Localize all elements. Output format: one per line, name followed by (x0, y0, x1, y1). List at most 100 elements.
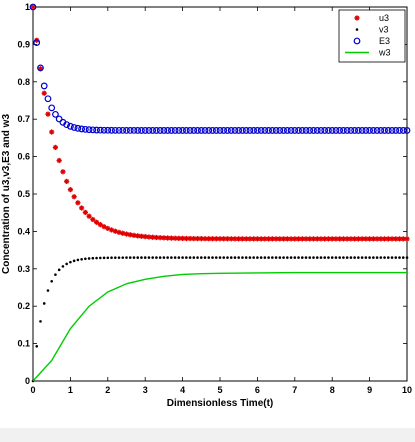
point-v3 (401, 256, 405, 259)
star-stroke (90, 217, 96, 222)
star-stroke (191, 236, 197, 241)
legend-label-E3: E3 (379, 36, 390, 46)
point-v3 (50, 279, 53, 283)
point-u3 (355, 236, 361, 242)
point-E3 (246, 127, 254, 134)
point-E3 (156, 127, 164, 134)
point-E3 (93, 126, 100, 134)
point-u3 (280, 236, 287, 242)
star-stroke (352, 236, 357, 242)
point-v3 (181, 256, 184, 259)
point-u3 (404, 236, 410, 242)
point-E3 (351, 127, 359, 134)
star-stroke (240, 236, 245, 242)
point-v3 (76, 258, 80, 262)
star-stroke (277, 236, 283, 242)
point-E3 (250, 127, 258, 134)
point-v3 (95, 256, 98, 260)
star-stroke (300, 236, 305, 242)
y-tick-label: 0.1 (17, 339, 30, 349)
point-v3 (278, 256, 282, 259)
point-v3 (263, 256, 267, 259)
point-v3 (304, 256, 308, 259)
point-u3 (153, 234, 160, 241)
y-tick-label: 0.8 (17, 77, 30, 87)
point-E3 (85, 126, 93, 134)
star-stroke (94, 220, 99, 225)
point-v3 (155, 256, 158, 259)
star-stroke (311, 236, 316, 242)
point-E3 (235, 127, 243, 134)
point-u3 (67, 187, 73, 193)
star-stroke (142, 234, 148, 239)
point-E3 (224, 127, 231, 134)
star-stroke (337, 236, 342, 242)
series-line-w3 (32, 271, 407, 382)
point-v3 (274, 256, 278, 259)
x-tick-label: 4 (180, 385, 185, 395)
star-stroke (236, 236, 241, 242)
point-v3 (110, 256, 113, 260)
point-E3 (197, 127, 205, 134)
star-stroke (154, 235, 159, 240)
point-E3 (55, 115, 63, 123)
star-stroke (401, 236, 406, 242)
point-E3 (115, 126, 123, 134)
star-stroke (225, 236, 230, 242)
point-v3 (259, 256, 263, 259)
point-v3 (72, 259, 76, 263)
point-u3 (277, 236, 283, 242)
point-E3 (325, 127, 332, 134)
point-u3 (60, 169, 66, 175)
star-stroke (150, 235, 155, 240)
legend-marker-E3 (353, 37, 361, 45)
point-E3 (138, 127, 145, 134)
point-v3 (315, 256, 319, 259)
star-stroke (363, 236, 369, 242)
point-v3 (132, 256, 136, 259)
x-tick-label: 0 (30, 385, 35, 395)
star-stroke (180, 236, 185, 241)
point-E3 (119, 126, 127, 134)
point-v3 (405, 256, 409, 259)
point-u3 (64, 178, 70, 185)
point-E3 (81, 125, 89, 133)
point-u3 (45, 111, 51, 117)
point-E3 (123, 126, 130, 134)
point-v3 (252, 256, 255, 259)
star-stroke (292, 236, 298, 242)
point-u3 (168, 235, 174, 241)
point-E3 (205, 127, 213, 134)
star-stroke (105, 226, 111, 231)
point-u3 (79, 205, 85, 211)
star-stroke (341, 236, 346, 242)
point-v3 (300, 256, 304, 259)
star-stroke (157, 235, 163, 240)
point-E3 (298, 127, 306, 134)
point-v3 (54, 273, 57, 276)
point-E3 (377, 127, 385, 134)
point-E3 (373, 127, 381, 134)
x-tick-label: 5 (217, 385, 222, 395)
point-v3 (293, 256, 297, 259)
legend-label-u3: u3 (379, 13, 389, 23)
point-v3 (319, 256, 323, 259)
star-stroke (333, 236, 339, 242)
point-E3 (392, 127, 400, 134)
point-E3 (239, 127, 246, 134)
point-v3 (113, 256, 117, 259)
point-v3 (91, 256, 95, 260)
star-stroke (217, 236, 223, 242)
star-stroke (49, 129, 54, 135)
point-v3 (229, 256, 233, 259)
point-E3 (209, 127, 216, 134)
star-stroke (389, 236, 395, 242)
point-u3 (56, 157, 62, 164)
point-u3 (82, 209, 88, 216)
point-v3 (140, 256, 143, 259)
point-E3 (153, 127, 160, 134)
point-v3 (125, 256, 128, 259)
point-v3 (173, 256, 177, 259)
